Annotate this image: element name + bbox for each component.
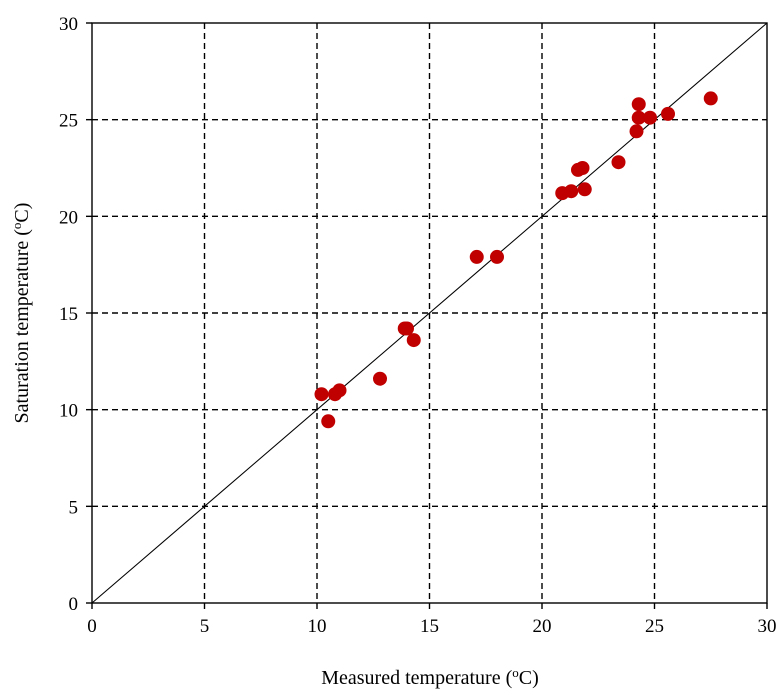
x-axis-title: Measured temperature (oC) [321,665,539,690]
data-point [611,155,626,170]
y-tick-label-5: 5 [69,497,79,518]
data-point [406,333,421,348]
data-point [631,97,646,112]
x-tick-label-30: 30 [758,616,777,637]
data-points [314,91,718,429]
x-tick-label-0: 0 [87,616,97,637]
data-point [629,124,644,139]
y-tick-label-10: 10 [59,401,78,422]
data-point [373,371,387,386]
data-point [314,387,329,402]
data-point [703,91,718,106]
data-point [564,184,579,199]
x-tick-label-5: 5 [200,616,210,637]
y-axis-ticks: 0 5 10 15 20 25 30 [59,14,92,615]
y-tick-label-20: 20 [59,207,78,228]
x-tick-label-15: 15 [420,616,439,637]
data-point [332,383,347,398]
x-tick-label-10: 10 [308,616,327,637]
y-tick-label-0: 0 [69,594,79,615]
x-tick-label-25: 25 [645,616,664,637]
data-point [321,414,336,429]
x-axis-ticks: 0 5 10 15 20 25 30 [87,603,777,637]
x-tick-label-20: 20 [533,616,552,637]
y-tick-label-30: 30 [59,14,78,35]
y-tick-label-15: 15 [59,304,78,325]
data-point [575,161,590,175]
data-point [577,182,592,197]
data-point [643,110,657,125]
data-point [661,106,675,121]
data-point [631,110,646,125]
data-point [400,321,414,336]
y-axis-title: Saturation temperature (oC) [9,203,34,424]
data-point [490,249,504,264]
y-tick-label-25: 25 [59,111,78,132]
data-point [469,249,484,264]
